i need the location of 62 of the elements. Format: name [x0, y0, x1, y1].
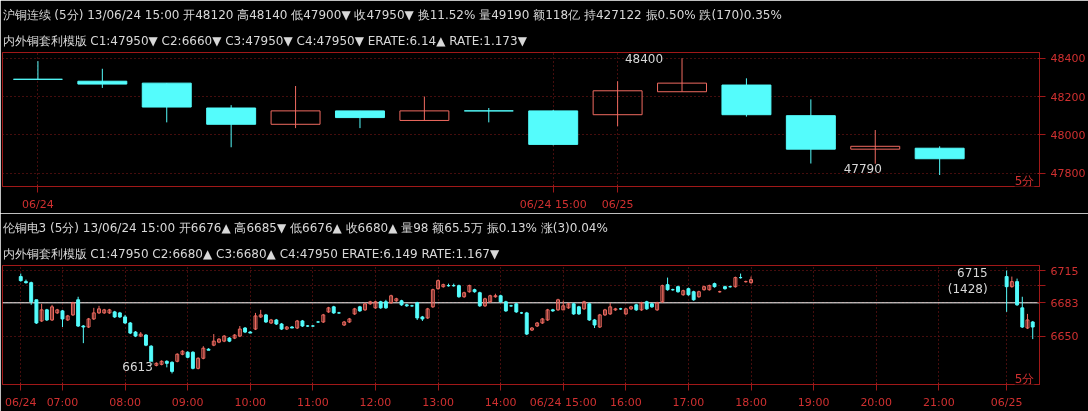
annotation: 6613: [122, 359, 153, 374]
x-tick-label: 06/24 15:00: [519, 197, 587, 211]
x-tick-label: 18:00: [735, 395, 767, 409]
x-tick-label: 17:00: [672, 395, 705, 409]
x-tick-label: 06/24 15:00: [529, 395, 597, 409]
y-tick-label: 47800: [1050, 167, 1086, 181]
x-tick-label: 12:00: [359, 395, 392, 409]
candlestick: [389, 294, 394, 305]
candlestick: [655, 301, 660, 312]
candlestick: [430, 288, 435, 309]
candlestick: [1009, 276, 1014, 289]
candlestick: [1020, 296, 1025, 329]
annotation: 5分: [1014, 371, 1035, 386]
candlestick: [399, 96, 450, 121]
y-tick-label: 6650: [1050, 330, 1079, 344]
x-tick-label: 16:00: [610, 395, 642, 409]
x-tick-label: 06/24: [22, 197, 54, 211]
annotation: 47790: [843, 161, 882, 176]
chart-title: 伦铜电3 (5分) 13/06/24 15:00 开6676▲ 高6685▼ 低6676▲ 收6680▲ 量98 额65.5万 振0.13% 涨(3)0.04%: [2, 220, 608, 235]
x-tick-label: 21:00: [922, 395, 955, 409]
y-tick-label: 6683: [1050, 296, 1079, 310]
x-tick-label: 11:00: [297, 395, 329, 409]
x-tick-label: 10:00: [234, 395, 267, 409]
x-tick-label: 13:00: [422, 395, 454, 409]
candlestick: [39, 303, 44, 323]
x-tick-label: 06/24: [4, 395, 37, 409]
y-tick-label: 48400: [1050, 52, 1086, 66]
candlestick: [582, 300, 587, 311]
text: 5分: [1014, 174, 1035, 189]
x-tick-label: 06/25: [601, 197, 634, 211]
y-tick-label: 48200: [1050, 90, 1086, 104]
x-tick-label: 08:00: [109, 395, 141, 409]
candlestick: [1004, 270, 1009, 313]
candlestick: [1015, 278, 1020, 307]
candlestick: [70, 301, 75, 317]
candlestick: [12, 60, 63, 80]
x-tick-label: 19:00: [797, 395, 830, 409]
x-tick-label: 20:00: [860, 395, 893, 409]
candlestick: [702, 285, 707, 292]
chart-subtitle: 内外铜套利模版 C1:47950▼ C2:6660▼ C3:47950▼ C4:47950▼ ERATE:6.14▲ RATE:1.173▼: [2, 33, 528, 48]
chart-title: 沪铜连续 (5分) 13/06/24 15:00 开48120 高48140 低47900▼ 收47950▼ 换11.52% 量49190 额118亿 持427122 振0.50% 跌(170)0.35%: [2, 7, 782, 22]
candlestick: [749, 276, 753, 285]
annotation: 48400: [624, 51, 664, 66]
chart-subtitle: 内外铜套利模版 C1:47950 C2:6680▲ C3:6680▲ C4:47950 ERATE:6.149 RATE:1.167▼: [2, 246, 500, 261]
x-tick-label: 14:00: [484, 395, 517, 409]
candlestick: [436, 279, 441, 291]
candlestick: [850, 129, 901, 165]
candlestick: [335, 110, 385, 129]
x-tick-label: 07:00: [46, 395, 79, 409]
annotation: (1428): [947, 282, 988, 297]
x-tick-label: 06/25: [990, 395, 1023, 409]
candlestick: [50, 304, 55, 322]
candlestick: [77, 68, 128, 89]
annotation: 6715: [957, 266, 988, 281]
candlestick: [592, 80, 643, 127]
candlestick: [660, 284, 665, 304]
x-tick-label: 09:00: [171, 395, 204, 409]
candlestick: [462, 291, 467, 299]
candlestick: [696, 290, 701, 299]
y-tick-label: 6715: [1050, 264, 1079, 278]
y-tick-label: 48000: [1050, 128, 1086, 142]
candlestick: [270, 85, 321, 129]
